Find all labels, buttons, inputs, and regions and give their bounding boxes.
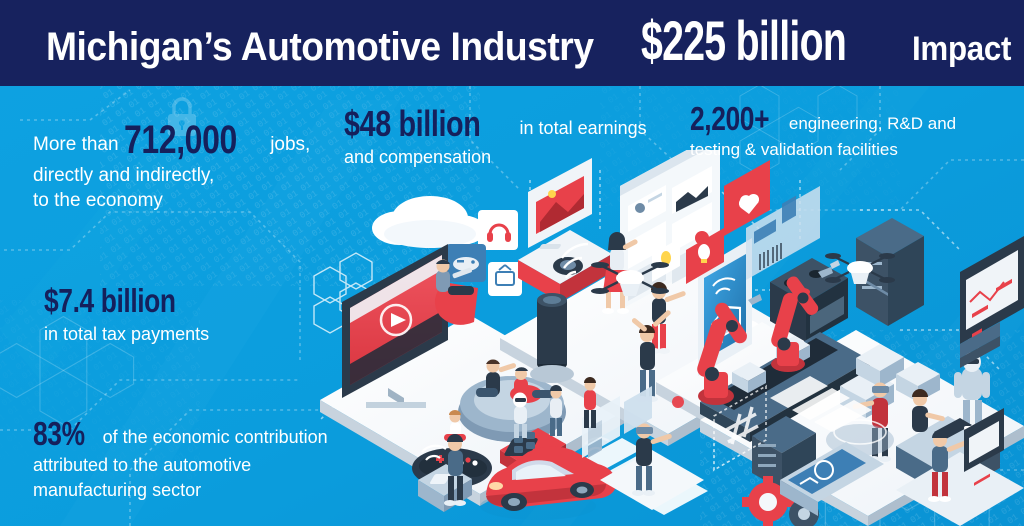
stat-tax-value: $7.4 billion [44, 282, 176, 319]
stat-facilities-suffix: engineering, R&D and [788, 114, 957, 133]
stat-jobs-prefix: More than [33, 134, 124, 155]
stat-tax-line2: in total tax payments [44, 324, 210, 344]
stat-tax: $7.4 billion in total tax payments [44, 282, 304, 346]
stat-jobs-line3: to the economy [33, 190, 163, 211]
stat-percent-line3: manufacturing sector [33, 480, 202, 500]
title-suffix-text: Impact [911, 30, 1011, 68]
title-highlight-value: $225 billion [640, 9, 847, 72]
stat-percent: 83% of the economic contribution attribu… [33, 415, 373, 503]
stat-facilities: 2,200+ engineering, R&D and testing & val… [690, 100, 1010, 162]
game-controller-icon [446, 244, 486, 282]
stat-percent-value: 83% [33, 415, 85, 452]
stat-jobs: More than 712,000 jobs, directly and ind… [33, 118, 333, 213]
stat-percent-line2: attributed to the automotive [33, 455, 252, 475]
stat-facilities-line2: testing & validation facilities [690, 140, 898, 159]
page-title: Michigan’s Automotive Industry $225 bill… [0, 9, 1020, 72]
stat-jobs-suffix: jobs, [264, 134, 311, 155]
isometric-illustration [313, 150, 1024, 526]
headphones-icon [478, 210, 518, 250]
stat-percent-suffix: of the economic contribution [97, 427, 328, 447]
title-main-text: Michigan’s Automotive Industry [46, 25, 594, 69]
stat-earnings: $48 billion in total earnings and compen… [344, 103, 654, 170]
tv-icon [488, 262, 522, 296]
header-bar: Michigan’s Automotive Industry $225 bill… [0, 0, 1024, 86]
stat-jobs-line2: directly and indirectly, [33, 165, 215, 186]
control-monitor [960, 236, 1024, 368]
stat-earnings-value: $48 billion [344, 103, 481, 144]
photo-card [528, 158, 592, 248]
stat-jobs-value: 712,000 [123, 118, 237, 162]
stat-earnings-line2: and compensation [344, 147, 492, 167]
stat-earnings-suffix: in total earnings [514, 118, 647, 138]
cloud-icon [372, 196, 486, 248]
stat-facilities-value: 2,200+ [690, 100, 770, 137]
